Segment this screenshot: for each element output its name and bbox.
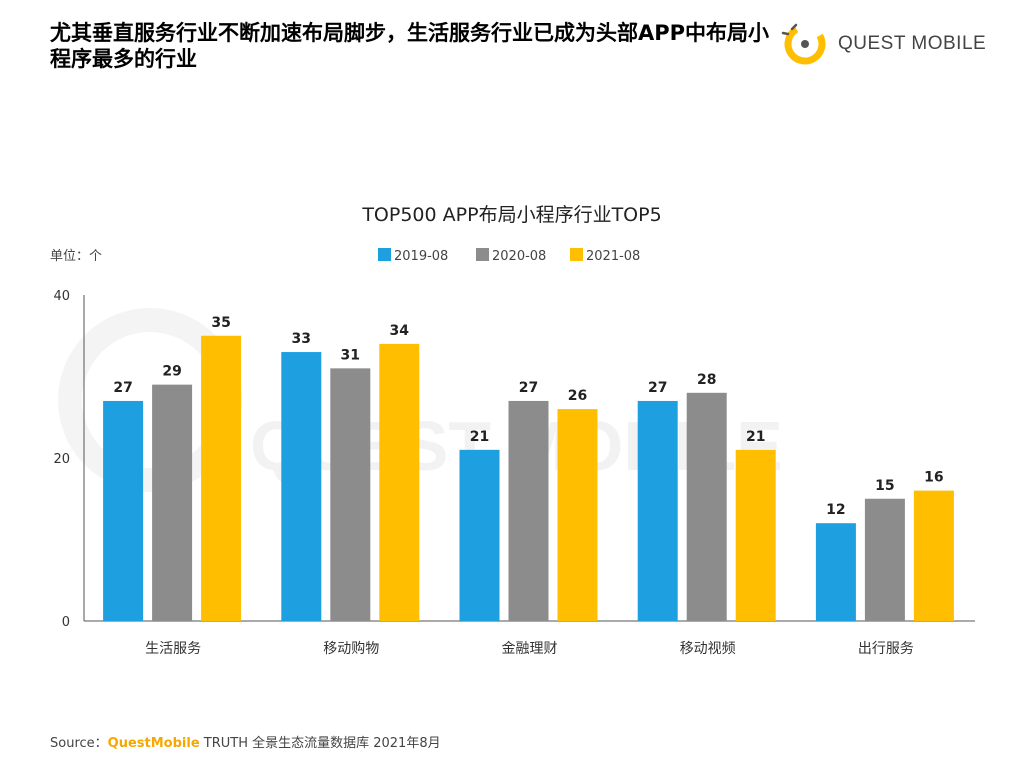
data-label: 16: [924, 470, 943, 486]
source-prefix: Source：: [50, 736, 108, 751]
bar: [103, 400, 144, 621]
data-label: 28: [697, 372, 716, 388]
legend-label: 2019-08: [394, 249, 448, 264]
bar: [281, 352, 322, 621]
bar: [864, 498, 905, 621]
x-tick-label: 金融理财: [502, 641, 558, 657]
page-headline: 尤其垂直服务行业不断加速布局脚步，生活服务行业已成为头部APP中布局小程序最多的…: [50, 21, 770, 71]
bar: [735, 449, 776, 621]
bar: [815, 523, 856, 621]
bar: [508, 400, 549, 621]
bar: [686, 392, 727, 621]
legend-label: 2021-08: [586, 249, 640, 264]
data-label: 12: [826, 502, 845, 518]
y-tick-label: 40: [53, 289, 70, 304]
legend-swatch: [476, 248, 489, 261]
data-label: 34: [390, 323, 410, 339]
bar: [637, 400, 678, 621]
data-label: 27: [113, 380, 132, 396]
x-tick-label: 移动购物: [323, 641, 379, 657]
y-tick-label: 0: [62, 615, 70, 630]
logo-text: QUEST MOBILE: [838, 33, 987, 54]
x-tick-label: 生活服务: [145, 641, 201, 657]
bar: [557, 409, 598, 621]
questmobile-logo-icon: [781, 23, 826, 65]
source-note: Source：QuestMobile TRUTH 全景生态流量数据库 2021年…: [50, 732, 441, 751]
source-suffix: TRUTH 全景生态流量数据库 2021年8月: [199, 736, 441, 751]
y-tick-label: 20: [53, 452, 70, 467]
questmobile-logo: QUEST MOBILE: [778, 16, 988, 72]
bar: [379, 343, 420, 621]
data-label: 35: [211, 315, 230, 331]
legend-label: 2020-08: [492, 249, 546, 264]
data-label: 31: [341, 347, 360, 363]
x-tick-label: 出行服务: [858, 641, 914, 657]
bar: [201, 335, 242, 621]
chart-title: TOP500 APP布局小程序行业TOP5: [361, 204, 661, 226]
bar: [459, 449, 500, 621]
bar: [913, 490, 954, 621]
data-label: 21: [746, 429, 765, 445]
x-tick-label: 移动视频: [680, 641, 736, 657]
bar: [330, 368, 371, 621]
data-label: 29: [162, 364, 181, 380]
data-label: 33: [292, 331, 311, 347]
data-label: 15: [875, 478, 894, 494]
legend-swatch: [378, 248, 391, 261]
data-label: 27: [519, 380, 538, 396]
data-label: 26: [568, 388, 587, 404]
bar: [152, 384, 193, 621]
legend-swatch: [570, 248, 583, 261]
data-label: 21: [470, 429, 489, 445]
data-label: 27: [648, 380, 667, 396]
source-brand: QuestMobile: [107, 736, 200, 751]
unit-label: 单位：个: [50, 249, 102, 264]
